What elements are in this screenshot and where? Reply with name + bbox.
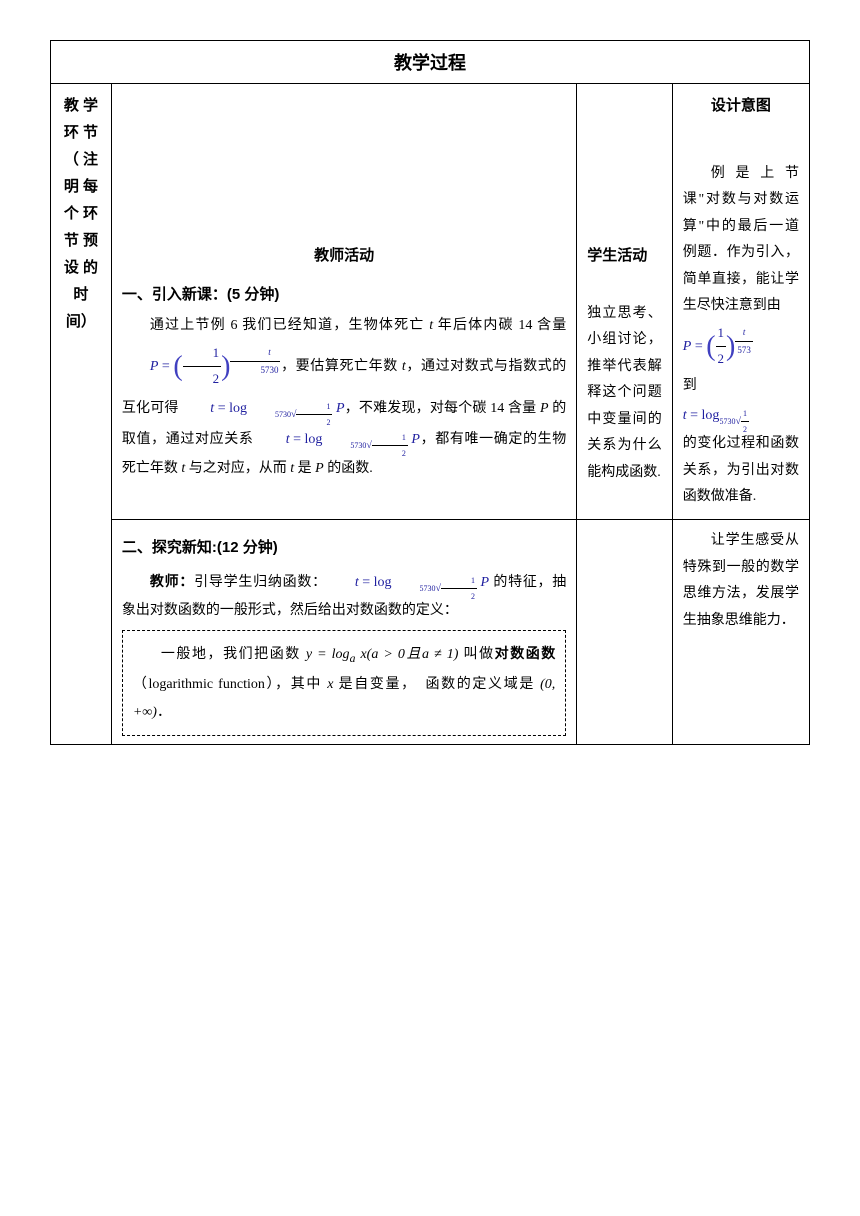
- s1-text10: 的函数.: [324, 461, 373, 476]
- s1-text9: 是: [294, 461, 315, 476]
- design-intent-cell-2: 让学生感受从特殊到一般的数学思维方法，发展学生抽象思维能力．: [672, 520, 809, 745]
- formula-P-exp: P = (12)t5730: [122, 340, 281, 393]
- formula-s2-t-log: t = log5730√12 P: [327, 567, 489, 598]
- design2-text: 让学生感受从特殊到一般的数学思维方法，发展学生抽象思维能力．: [683, 528, 799, 634]
- teacher-activity-cell-1: 教师活动 一、引入新课：(5 分钟) 通过上节例 6 我们已经知道，生物体死亡 …: [111, 84, 576, 520]
- box-text1: 一般地，我们把函数: [161, 647, 306, 662]
- lesson-plan-table: 教学过程 教 学 环 节 （ 注 明 每 个 环 节 预 设 的 时 间） 教师…: [50, 40, 810, 745]
- design1-part1: 例是上节课"对数与对数运算"中的最后一道例题．作为引入，简单直接，能让学生尽快注…: [683, 161, 799, 512]
- var-P-2: P: [315, 461, 324, 476]
- var-P-1: P: [540, 401, 549, 416]
- s1-text2: 年后体内碳 14 含量: [433, 318, 566, 333]
- box-text2: 叫做: [458, 647, 494, 662]
- box-text4: 是自变量， 函数的定义域是: [333, 677, 540, 692]
- section2-content: 教师：引导学生归纳函数：t = log5730√12 P 的特征，抽象出对数函数…: [122, 567, 566, 625]
- s1-text3: ，要估算死亡年数: [280, 358, 401, 373]
- student-header: 学生活动: [587, 242, 661, 271]
- s1-text5: ，不难发现，对每个碳 14 含量: [345, 401, 541, 416]
- design1-part2: 到: [683, 378, 697, 393]
- design-header: 设计意图: [683, 92, 799, 121]
- section2-title: 二、探究新知:(12 分钟): [122, 534, 566, 563]
- box-term: 对数函数: [495, 645, 556, 661]
- design-intent-cell-1: 设计意图 例是上节课"对数与对数运算"中的最后一道例题．作为引入，简单直接，能让…: [672, 84, 809, 520]
- section1-content: 通过上节例 6 我们已经知道，生物体死亡 t 年后体内碳 14 含量 P = (…: [122, 313, 566, 482]
- definition-box: 一般地，我们把函数 y = loga x(a > 0且a ≠ 1) 叫做对数函数…: [122, 630, 566, 735]
- formula-design-t: t = log5730√12: [683, 400, 749, 431]
- teacher-header: 教师活动: [122, 242, 566, 271]
- student1-text: 独立思考、小组讨论，推举代表解释这个问题中变量间的关系为什么能构成函数.: [587, 301, 661, 487]
- box-formula: y = loga x(a > 0且a ≠ 1): [306, 647, 459, 662]
- vertical-section-label: 教 学 环 节 （ 注 明 每 个 环 节 预 设 的 时 间）: [51, 84, 112, 745]
- teacher-label: 教师：: [150, 572, 194, 588]
- student-activity-cell-1: 学生活动 独立思考、小组讨论，推举代表解释这个问题中变量间的关系为什么能构成函数…: [577, 84, 672, 520]
- student-activity-cell-2: [577, 520, 672, 745]
- box-text5: ．: [157, 705, 171, 720]
- formula-design-P: P = (12)t573: [683, 320, 753, 373]
- s2-text1: 引导学生归纳函数：: [194, 574, 327, 589]
- box-en: （logarithmic function）: [133, 677, 275, 692]
- formula-t-log-1: t = log5730√12 P: [182, 393, 344, 424]
- s1-text1: 通过上节例 6 我们已经知道，生物体死亡: [150, 318, 429, 333]
- design1-part3: 的变化过程和函数关系，为引出对数函数做准备.: [683, 436, 799, 504]
- section1-title: 一、引入新课：(5 分钟): [122, 281, 566, 310]
- box-text3: ，其中: [275, 677, 327, 692]
- s1-text8: 与之对应，从而: [185, 461, 290, 476]
- teacher-activity-cell-2: 二、探究新知:(12 分钟) 教师：引导学生归纳函数：t = log5730√1…: [111, 520, 576, 745]
- page-title: 教学过程: [51, 41, 810, 84]
